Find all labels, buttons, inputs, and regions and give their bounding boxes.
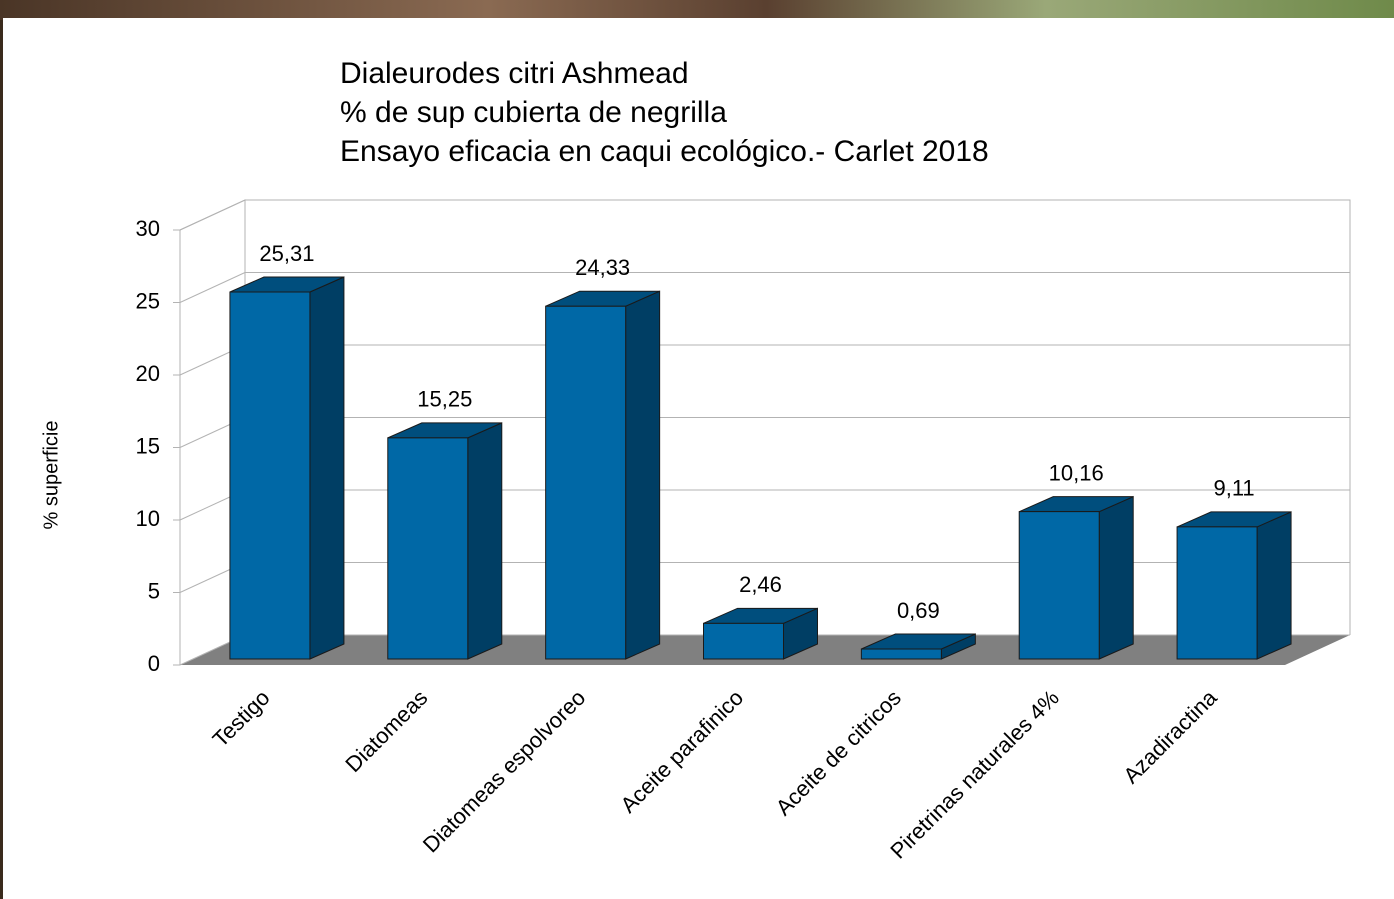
data-label: 15,25 (417, 387, 472, 412)
data-label: 2,46 (739, 572, 782, 597)
data-label: 25,31 (259, 241, 314, 266)
data-label: 10,16 (1049, 460, 1104, 485)
bar-front (704, 623, 784, 659)
bar (1177, 512, 1291, 659)
chart: Dialeurodes citri Ashmead % de sup cubie… (0, 0, 1394, 899)
y-tick-label: 0 (148, 651, 160, 676)
y-tick-label: 20 (136, 361, 160, 386)
y-tick-label: 5 (148, 578, 160, 603)
bar-side (1099, 497, 1133, 659)
y-tick-label: 10 (136, 506, 160, 531)
bar-side (468, 423, 502, 659)
y-tick-label: 15 (136, 433, 160, 458)
bar-side (1257, 512, 1291, 659)
data-label: 0,69 (897, 598, 940, 623)
y-tick-label: 25 (136, 288, 160, 313)
bar (388, 423, 502, 659)
y-tick-label: 30 (136, 216, 160, 241)
bar (704, 608, 818, 659)
data-label: 9,11 (1213, 476, 1254, 501)
bar (1019, 497, 1133, 659)
bar-front (1177, 527, 1257, 659)
bar-front (1019, 512, 1099, 659)
bar-front (546, 306, 626, 659)
bar-front (861, 649, 941, 659)
bar (546, 291, 660, 659)
chart-title: % de sup cubierta de negrilla (340, 96, 727, 129)
background-photo (0, 0, 1394, 20)
bar-front (230, 292, 310, 659)
bar-side (626, 291, 660, 659)
bar (230, 277, 344, 659)
chart-title: Ensayo eficacia en caqui ecológico.- Car… (340, 135, 989, 168)
bar-front (388, 438, 468, 659)
chart-title: Dialeurodes citri Ashmead (340, 57, 689, 90)
y-axis-label: % superficie (40, 421, 62, 530)
data-label: 24,33 (575, 255, 630, 280)
bar-side (310, 277, 344, 659)
